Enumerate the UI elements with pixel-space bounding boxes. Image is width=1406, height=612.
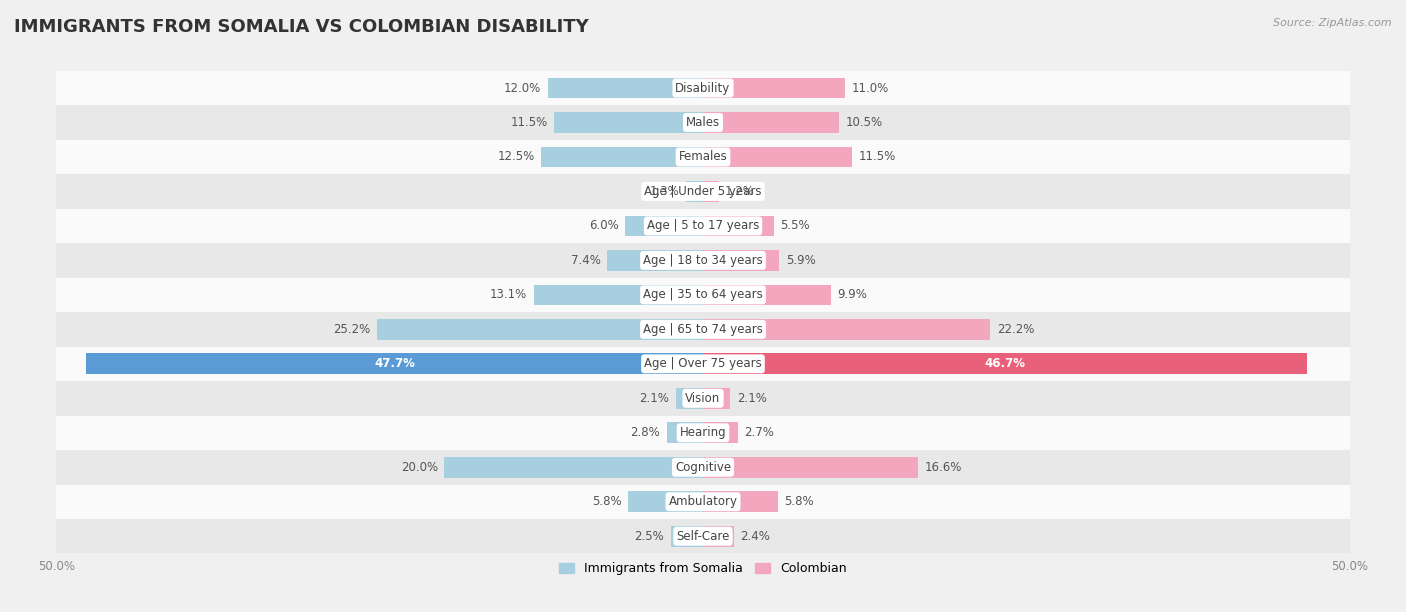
Bar <box>56 105 1350 140</box>
Bar <box>56 312 1350 346</box>
Bar <box>56 416 1350 450</box>
Text: Males: Males <box>686 116 720 129</box>
Text: 2.1%: 2.1% <box>737 392 766 405</box>
Bar <box>56 174 1350 209</box>
Bar <box>56 278 1350 312</box>
Text: Hearing: Hearing <box>679 427 727 439</box>
Text: 1.3%: 1.3% <box>650 185 679 198</box>
Bar <box>676 388 703 409</box>
Text: 7.4%: 7.4% <box>571 254 600 267</box>
Bar <box>56 346 1350 381</box>
Bar <box>703 354 1308 374</box>
Bar <box>56 519 1350 553</box>
Text: 6.0%: 6.0% <box>589 220 619 233</box>
Text: 2.7%: 2.7% <box>744 427 775 439</box>
Bar <box>703 147 852 167</box>
Bar <box>56 209 1350 243</box>
Bar <box>703 526 734 547</box>
Bar <box>377 319 703 340</box>
Text: 25.2%: 25.2% <box>333 323 371 336</box>
Text: Cognitive: Cognitive <box>675 461 731 474</box>
Text: 12.0%: 12.0% <box>505 81 541 94</box>
Bar <box>666 422 703 443</box>
Bar <box>56 140 1350 174</box>
Text: Age | 5 to 17 years: Age | 5 to 17 years <box>647 220 759 233</box>
Bar <box>56 450 1350 485</box>
Bar <box>703 250 779 271</box>
Text: 2.5%: 2.5% <box>634 530 664 543</box>
Bar <box>444 457 703 477</box>
Text: Age | 65 to 74 years: Age | 65 to 74 years <box>643 323 763 336</box>
Bar <box>548 78 703 99</box>
Bar <box>607 250 703 271</box>
Text: Self-Care: Self-Care <box>676 530 730 543</box>
Text: 11.5%: 11.5% <box>858 151 896 163</box>
Bar <box>626 215 703 236</box>
Text: 5.9%: 5.9% <box>786 254 815 267</box>
Text: Age | 18 to 34 years: Age | 18 to 34 years <box>643 254 763 267</box>
Text: Vision: Vision <box>685 392 721 405</box>
Text: 16.6%: 16.6% <box>924 461 962 474</box>
Bar <box>703 422 738 443</box>
Text: 5.8%: 5.8% <box>785 495 814 508</box>
Bar <box>686 181 703 202</box>
Text: 22.2%: 22.2% <box>997 323 1033 336</box>
Bar <box>56 381 1350 416</box>
Text: 13.1%: 13.1% <box>489 288 527 301</box>
Text: 11.0%: 11.0% <box>852 81 889 94</box>
Text: Ambulatory: Ambulatory <box>668 495 738 508</box>
Bar <box>703 78 845 99</box>
Text: 47.7%: 47.7% <box>374 357 415 370</box>
Text: 20.0%: 20.0% <box>401 461 437 474</box>
Text: Disability: Disability <box>675 81 731 94</box>
Text: Females: Females <box>679 151 727 163</box>
Text: 2.1%: 2.1% <box>640 392 669 405</box>
Text: Source: ZipAtlas.com: Source: ZipAtlas.com <box>1274 18 1392 28</box>
Text: 9.9%: 9.9% <box>838 288 868 301</box>
Text: Age | 35 to 64 years: Age | 35 to 64 years <box>643 288 763 301</box>
Bar <box>703 112 839 133</box>
Text: 2.4%: 2.4% <box>741 530 770 543</box>
Bar <box>628 491 703 512</box>
Bar <box>554 112 703 133</box>
Text: 12.5%: 12.5% <box>498 151 534 163</box>
Bar <box>703 457 918 477</box>
Text: 5.8%: 5.8% <box>592 495 621 508</box>
Text: 10.5%: 10.5% <box>845 116 883 129</box>
Text: 5.5%: 5.5% <box>780 220 810 233</box>
Bar <box>703 181 718 202</box>
Bar <box>703 491 778 512</box>
Bar <box>541 147 703 167</box>
Text: 1.2%: 1.2% <box>725 185 755 198</box>
Text: Age | Over 75 years: Age | Over 75 years <box>644 357 762 370</box>
Bar <box>703 319 990 340</box>
Text: Age | Under 5 years: Age | Under 5 years <box>644 185 762 198</box>
Bar <box>56 243 1350 278</box>
Text: 46.7%: 46.7% <box>984 357 1025 370</box>
Text: 11.5%: 11.5% <box>510 116 548 129</box>
Text: IMMIGRANTS FROM SOMALIA VS COLOMBIAN DISABILITY: IMMIGRANTS FROM SOMALIA VS COLOMBIAN DIS… <box>14 18 589 36</box>
Bar <box>703 388 730 409</box>
Bar <box>86 354 703 374</box>
Bar <box>671 526 703 547</box>
Bar <box>533 285 703 305</box>
Bar <box>703 215 775 236</box>
Bar <box>56 485 1350 519</box>
Bar <box>56 71 1350 105</box>
Legend: Immigrants from Somalia, Colombian: Immigrants from Somalia, Colombian <box>554 557 852 580</box>
Text: 2.8%: 2.8% <box>630 427 661 439</box>
Bar <box>703 285 831 305</box>
